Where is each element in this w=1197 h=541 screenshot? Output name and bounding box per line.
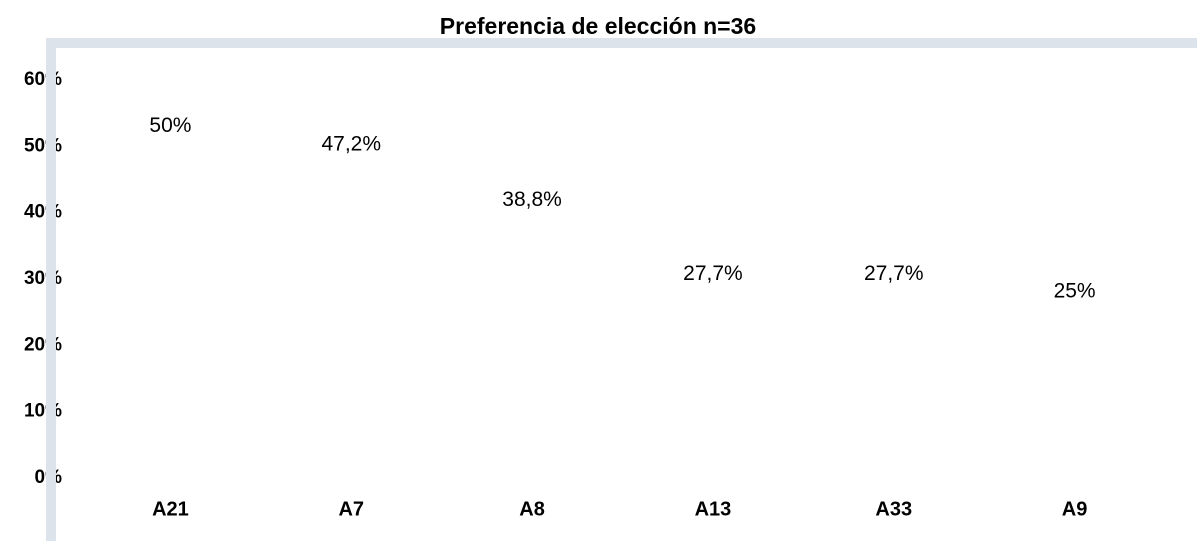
y-tick-label: 10% — [24, 401, 62, 422]
bar — [297, 164, 406, 478]
value-label: 27,7% — [864, 262, 924, 285]
value-label: 25% — [1054, 280, 1096, 303]
value-label: 27,7% — [683, 262, 743, 285]
y-tick-label: 40% — [24, 202, 62, 223]
back-wall — [46, 38, 1197, 48]
value-label: 50% — [149, 114, 191, 137]
bar — [839, 294, 948, 478]
y-tick-label: 50% — [24, 135, 62, 156]
bar — [477, 220, 587, 479]
x-tick-label: A8 — [519, 498, 545, 520]
plot: 0%10%20%30%40%50%60% — [24, 69, 1129, 488]
x-tick-label: A7 — [338, 498, 364, 520]
y-tick-label: 60% — [24, 69, 62, 90]
side-wall — [46, 38, 56, 541]
x-tick-label: A33 — [875, 498, 912, 520]
y-tick-label: 20% — [24, 334, 62, 355]
value-label: 38,8% — [502, 188, 562, 211]
bar — [658, 294, 768, 478]
x-tick-label: A9 — [1062, 498, 1088, 520]
x-tick-label: A21 — [152, 498, 189, 520]
labels: A21 50% A7 47,2% A8 38,8% A13 27,7% A33 27,7% A9 25… — [149, 114, 1095, 520]
x-tick-label: A13 — [695, 498, 732, 520]
bar — [116, 146, 225, 479]
value-label: 47,2% — [321, 132, 381, 155]
bar — [1020, 312, 1129, 478]
y-tick-label: 30% — [24, 268, 62, 289]
chart-title: Preferencia de elección n=36 — [440, 13, 756, 39]
